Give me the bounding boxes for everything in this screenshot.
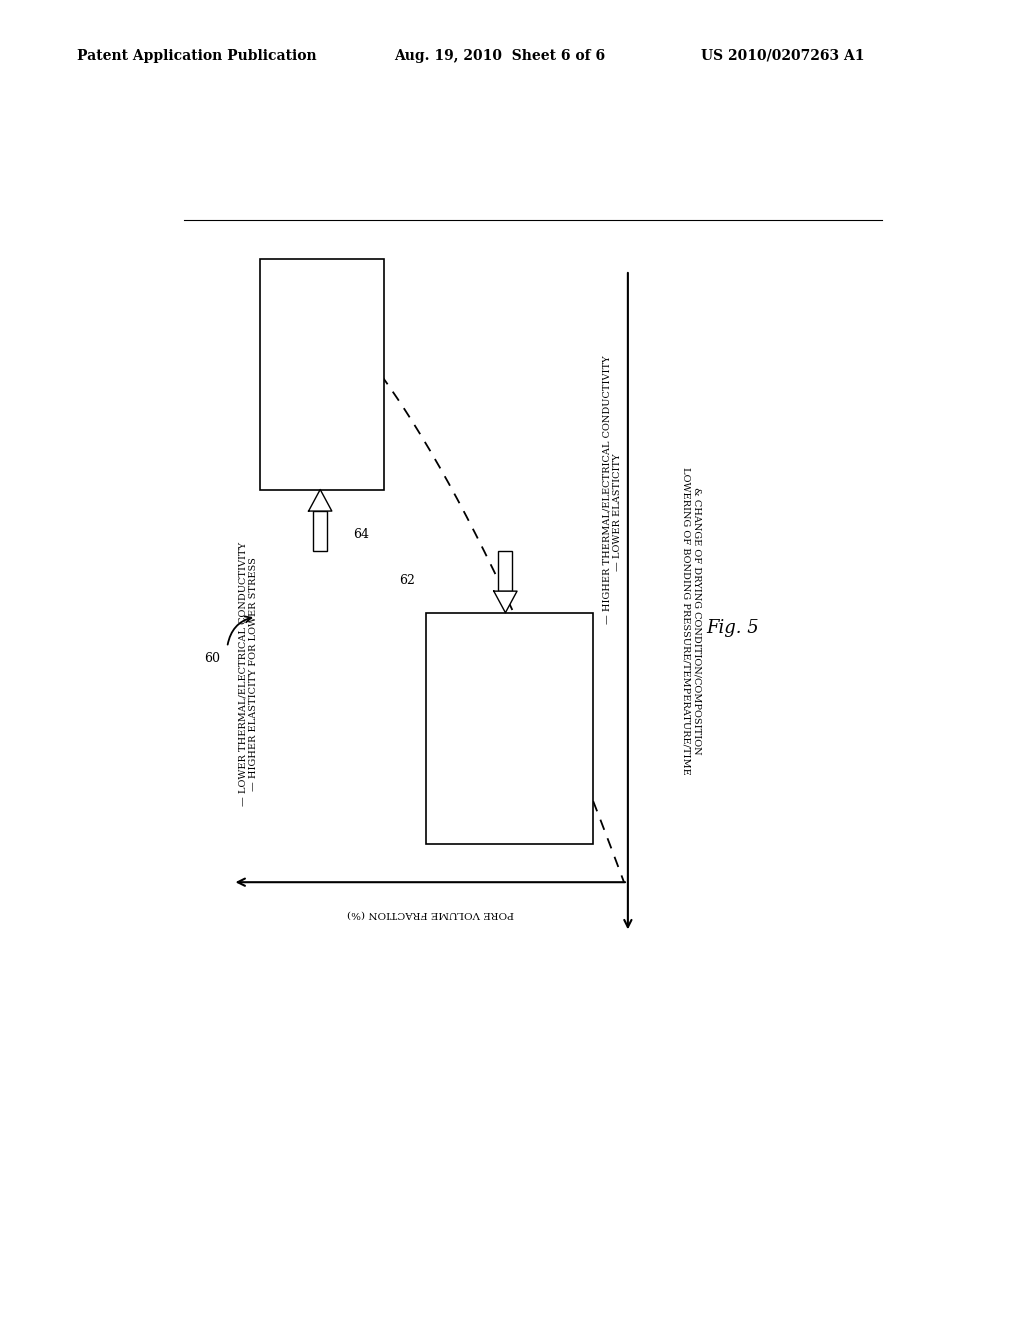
Text: 62: 62 [399, 574, 415, 587]
Text: Aug. 19, 2010  Sheet 6 of 6: Aug. 19, 2010 Sheet 6 of 6 [394, 49, 605, 63]
Text: Fig. 5: Fig. 5 [707, 619, 759, 638]
Text: — HIGHER THERMAL/ELECTRICAL CONDUCTIVITY: — HIGHER THERMAL/ELECTRICAL CONDUCTIVITY [602, 355, 611, 624]
Polygon shape [494, 591, 517, 612]
Text: — LOWER THERMAL/ELECTRICAL CONDUCTIVITY: — LOWER THERMAL/ELECTRICAL CONDUCTIVITY [239, 543, 247, 807]
Text: LOWERING OF BONDING PRESSURE/TEMPERATURE/TIME: LOWERING OF BONDING PRESSURE/TEMPERATURE… [682, 466, 690, 775]
Text: Patent Application Publication: Patent Application Publication [77, 49, 316, 63]
Text: — HIGHER ELASTICITY FOR LOWER STRESS: — HIGHER ELASTICITY FOR LOWER STRESS [249, 557, 258, 791]
Text: — LOWER ELASTICITY: — LOWER ELASTICITY [613, 454, 623, 572]
Bar [260, 259, 384, 490]
Bar [313, 511, 328, 552]
Text: PORE VOLUME FRACTION (%): PORE VOLUME FRACTION (%) [347, 909, 514, 919]
Bar [426, 612, 593, 843]
Polygon shape [308, 490, 332, 511]
Bar [499, 552, 512, 591]
Text: 64: 64 [352, 528, 369, 541]
Text: US 2010/0207263 A1: US 2010/0207263 A1 [701, 49, 865, 63]
Text: & CHANGE OF DRYING CONDITION/COMPOSITION: & CHANGE OF DRYING CONDITION/COMPOSITION [692, 487, 701, 754]
Text: 60: 60 [204, 652, 220, 665]
